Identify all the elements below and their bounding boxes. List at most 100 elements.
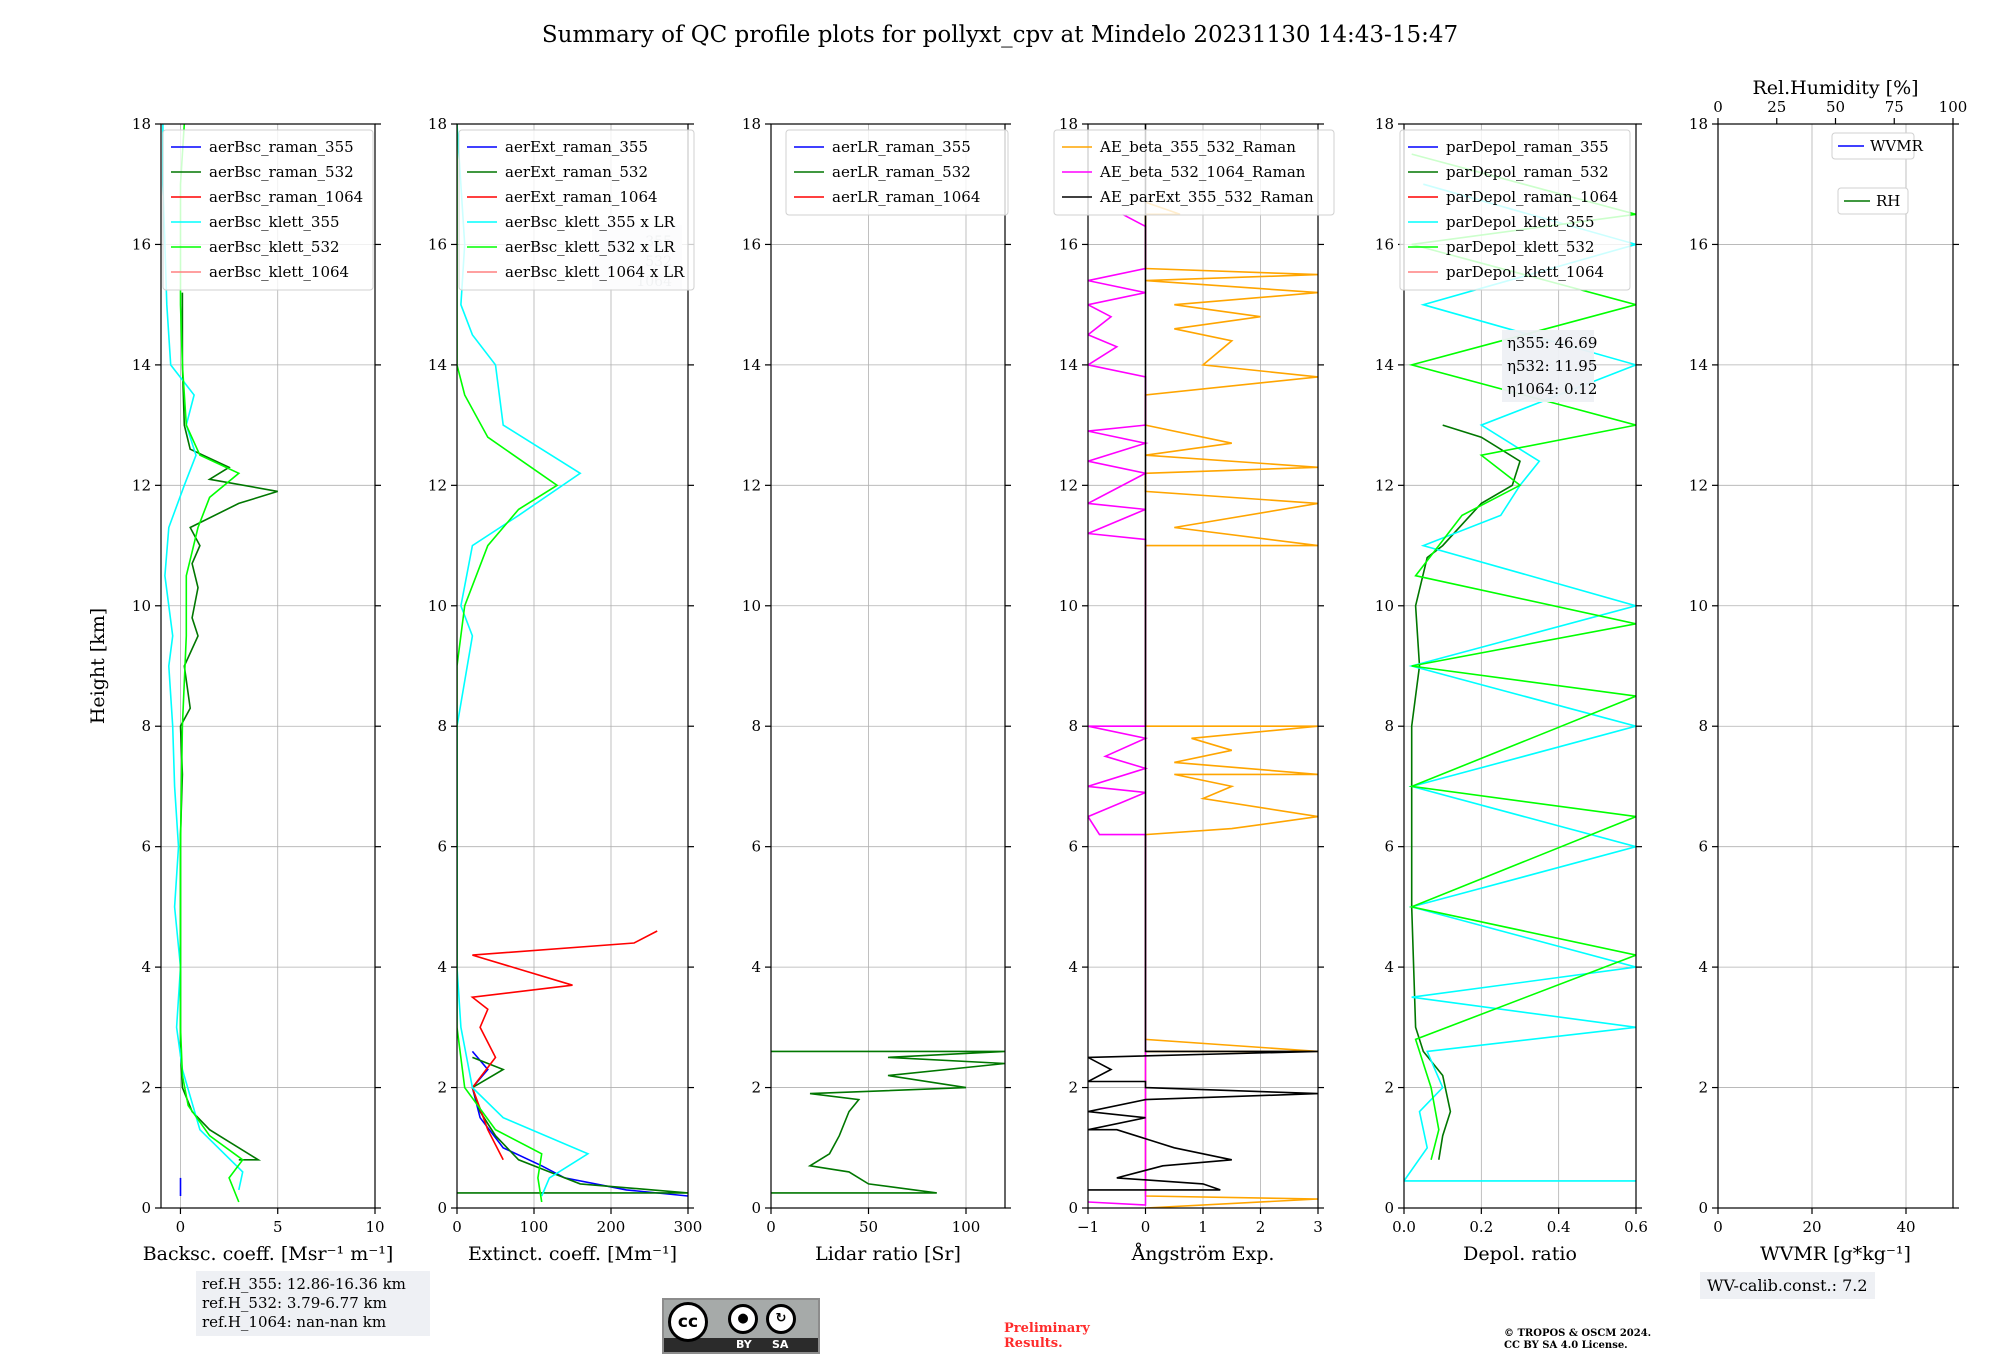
copyright-note: © TROPOS & OSCM 2024. CC BY SA 4.0 Licen… [1504,1328,1651,1352]
y-tick-label: 8 [1384,717,1394,735]
x-tick-label: 1 [1198,1218,1208,1236]
y-tick-label: 2 [751,1079,761,1097]
y-tick-label: 4 [1068,958,1078,976]
axes-frame [1717,123,1954,1209]
legend-label: parDepol_klett_355 [1446,213,1595,231]
series-line-AE_beta_355_532_Raman [1144,201,1318,1208]
series-line-aerBsc_klett_355 x LR [457,124,590,1197]
y-tick-label: 18 [742,115,761,133]
series-group [162,124,278,1203]
legend-label: aerBsc_klett_532 [209,238,340,256]
x-tick-label: 200 [597,1218,626,1236]
figure-title: Summary of QC profile plots for pollyxt_… [541,22,1459,48]
series-line-aerBsc_klett_532 x LR [457,124,559,1203]
x2-axis-label: Rel.Humidity [%] [1752,77,1918,99]
series-line-aerBsc_klett_532 [179,124,244,1203]
y-tick-label: 4 [751,958,761,976]
x-tick-label: 50 [859,1218,878,1236]
by-person-icon: ● [728,1304,758,1334]
y-tick-label: 2 [1384,1079,1394,1097]
legend-label: AE_beta_532_1064_Raman [1099,163,1306,181]
cc-license-logo: cc ● ↻ BY SA [662,1298,820,1354]
legend: aerBsc_raman_355 aerBsc_raman_532 aerBsc_r… [162,129,374,291]
x2-tick-label: 100 [1939,98,1968,116]
y-tick-label: 0 [751,1199,761,1217]
x-tick-label: 3 [1313,1218,1323,1236]
legend: AE_beta_355_532_Raman AE_beta_532_1064_Ra… [1053,129,1335,216]
y-tick-label: 16 [428,235,447,253]
panel-1: 0 2 4 6 8 10 12 14 16 18 0 5 10 Backsc. coeff. [Msr⁻¹… [87,115,393,1265]
legend-label: aerExt_raman_1064 [505,188,658,206]
x-axis-label: Ångström Exp. [1131,1243,1275,1265]
series-line-parDepol_raman_532 [1410,424,1521,1160]
axes-frame [770,123,1006,1209]
x-axis-label: Lidar ratio [Sr] [815,1243,961,1265]
series-line-parDepol_klett_355 [1404,183,1636,1182]
y-tick-label: 18 [1689,115,1708,133]
x-tick-label: 0.6 [1624,1218,1648,1236]
legend: parDepol_raman_355 parDepol_raman_532 parD… [1399,129,1631,291]
y-tick-label: 18 [132,115,151,133]
y-tick-label: 14 [1375,356,1394,374]
y-tick-label: 16 [1059,235,1078,253]
x-tick-label: 40 [1896,1218,1915,1236]
x-tick-label: 0 [766,1218,776,1236]
y-tick-label: 2 [141,1079,151,1097]
panel-5: 0 2 4 6 8 10 12 14 16 18 0.0 0.2 0.4 0.6 Depol. ratio p… [1375,115,1648,1265]
series-line-aerExt_raman_355 [471,1050,688,1197]
y-tick-label: 18 [1375,115,1394,133]
y-tick-label: 10 [742,597,761,615]
legend-box [1831,132,1915,160]
copyright-line-2: CC BY SA 4.0 License. [1504,1340,1628,1351]
y-tick-label: 10 [1689,597,1708,615]
y-tick-label: 4 [437,958,447,976]
legend-box [1053,129,1335,216]
x-tick-label: 0 [452,1218,462,1236]
y-tick-label: 14 [132,356,151,374]
y-tick-label: 14 [1059,356,1078,374]
y-tick-label: 2 [437,1079,447,1097]
x-tick-label: 0.0 [1392,1218,1416,1236]
x-tick-label: 0.4 [1547,1218,1571,1236]
y-tick-label: 14 [742,356,761,374]
legend-label: AE_parExt_355_532_Raman [1099,188,1314,206]
legend-label: aerBsc_raman_1064 [209,188,363,206]
y-tick-label: 4 [141,958,151,976]
series-line-parDepol_klett_532 [1408,153,1636,1160]
y-tick-label: 6 [437,838,447,856]
y-tick-label: 8 [1068,717,1078,735]
y-tick-label: 8 [437,717,447,735]
axes-frame [160,123,376,1209]
x-tick-label: 2 [1256,1218,1266,1236]
x2-tick-label: 75 [1885,98,1904,116]
x2-tick-label: 0 [1713,98,1723,116]
cc-by-label: BY [736,1338,752,1351]
y-tick-label: 12 [1059,476,1078,494]
x-axis-label: Extinct. coeff. [Mm⁻¹] [468,1243,677,1265]
series-line-aerBsc_klett_355 [162,124,244,1191]
ref-height-355: ref.H_355: 12.86-16.36 km [202,1275,406,1293]
y-tick-label: 18 [428,115,447,133]
annotation-text: η1064: 0.12 [1507,380,1597,398]
legend-label: parDepol_raman_1064 [1446,188,1618,206]
annotation-text: η532: 11.95 [1507,357,1597,375]
x-tick-label: 0.2 [1469,1218,1493,1236]
cc-sa-label: SA [772,1338,789,1351]
y-tick-label: 16 [132,235,151,253]
y-tick-label: 18 [1059,115,1078,133]
y-tick-label: 6 [141,838,151,856]
y-tick-label: 4 [1384,958,1394,976]
legend-label: aerExt_raman_532 [505,163,648,181]
axes-frame [456,123,689,1209]
legend-label: aerExt_raman_355 [505,138,648,156]
wv-calibration-constant: WV-calib.const.: 7.2 [1700,1272,1875,1299]
preliminary-line-2: Results. [1004,1336,1063,1351]
ref-height-1064: ref.H_1064: nan-nan km [202,1313,387,1331]
x-tick-label: 0 [176,1218,186,1236]
series-group [457,124,688,1203]
legend-label: aerBsc_klett_1064 [209,263,349,281]
y-tick-label: 0 [437,1199,447,1217]
y-tick-label: 16 [1375,235,1394,253]
legend: aerLR_raman_355 aerLR_raman_532 aerLR_rama… [785,129,1009,216]
